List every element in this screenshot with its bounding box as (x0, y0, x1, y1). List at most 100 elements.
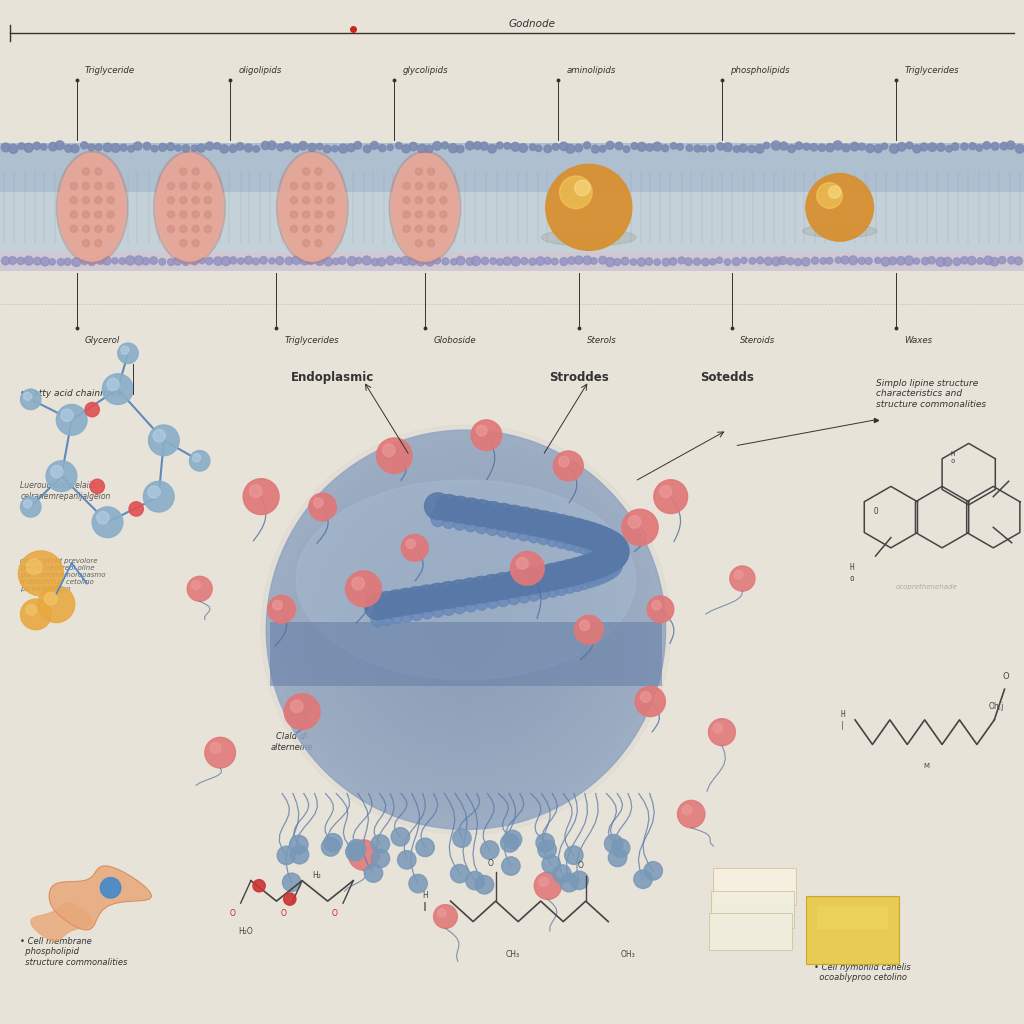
Circle shape (530, 565, 557, 592)
Circle shape (913, 258, 920, 264)
Circle shape (602, 537, 629, 563)
Circle shape (535, 872, 561, 899)
Circle shape (593, 528, 620, 555)
Circle shape (371, 141, 379, 150)
Circle shape (174, 257, 181, 265)
Text: M: M (924, 763, 930, 769)
Circle shape (882, 143, 888, 150)
Circle shape (81, 258, 88, 264)
Circle shape (290, 836, 308, 854)
Circle shape (221, 257, 230, 265)
Circle shape (764, 257, 772, 265)
Circle shape (644, 861, 663, 880)
Circle shape (26, 604, 37, 615)
Circle shape (406, 539, 416, 549)
Circle shape (402, 225, 410, 232)
Circle shape (425, 145, 433, 153)
Ellipse shape (570, 534, 585, 552)
Circle shape (906, 142, 913, 148)
Circle shape (46, 461, 77, 492)
Circle shape (237, 142, 244, 151)
Circle shape (199, 257, 205, 264)
Circle shape (56, 404, 87, 435)
Circle shape (204, 182, 211, 189)
Circle shape (858, 143, 865, 151)
Circle shape (393, 589, 420, 615)
Circle shape (820, 258, 826, 264)
Circle shape (283, 873, 301, 892)
Circle shape (187, 577, 212, 601)
Circle shape (544, 257, 551, 264)
Circle shape (596, 546, 623, 572)
Circle shape (353, 845, 365, 856)
Circle shape (961, 143, 968, 151)
Text: Globoside: Globoside (433, 336, 476, 345)
Circle shape (20, 599, 51, 630)
Ellipse shape (602, 546, 616, 564)
Circle shape (640, 691, 651, 702)
Circle shape (33, 142, 41, 150)
Circle shape (204, 225, 211, 232)
Ellipse shape (562, 575, 577, 594)
Circle shape (897, 257, 905, 265)
Text: OH₃: OH₃ (621, 950, 635, 959)
Text: O: O (229, 909, 236, 919)
FancyBboxPatch shape (817, 906, 888, 929)
Circle shape (897, 142, 906, 152)
Circle shape (250, 485, 262, 498)
Circle shape (94, 168, 102, 175)
Circle shape (553, 865, 571, 884)
Circle shape (849, 256, 857, 265)
Circle shape (466, 258, 473, 265)
Circle shape (428, 197, 434, 204)
Circle shape (662, 144, 669, 152)
Circle shape (416, 240, 422, 247)
Circle shape (214, 257, 222, 265)
Text: H
o: H o (950, 451, 954, 464)
Ellipse shape (608, 555, 623, 573)
Circle shape (401, 144, 411, 153)
Circle shape (17, 257, 25, 264)
Circle shape (106, 182, 115, 189)
Circle shape (540, 513, 566, 540)
Circle shape (338, 257, 346, 264)
Circle shape (678, 257, 685, 264)
Ellipse shape (608, 552, 623, 570)
Circle shape (1015, 257, 1023, 265)
Circle shape (154, 430, 166, 442)
Circle shape (284, 893, 296, 905)
Circle shape (433, 904, 458, 929)
Circle shape (511, 569, 538, 596)
Circle shape (425, 584, 452, 610)
Circle shape (646, 144, 653, 152)
Text: cocehterofd prevolore
perufd cecnreol oline
pomnimonolmoreoasmo
fridiourinhor ce: cocehterofd prevolore perufd cecnreol ol… (20, 558, 105, 592)
Circle shape (592, 145, 599, 153)
Text: glycolipids: glycolipids (402, 66, 449, 75)
Circle shape (489, 504, 516, 530)
Circle shape (365, 593, 391, 620)
Circle shape (112, 258, 118, 264)
Circle shape (346, 843, 365, 861)
Circle shape (34, 257, 41, 265)
Circle shape (437, 908, 446, 918)
Circle shape (659, 485, 672, 498)
Circle shape (663, 258, 670, 266)
Circle shape (182, 144, 189, 153)
Circle shape (286, 257, 293, 264)
Text: H₂O: H₂O (239, 927, 253, 936)
Circle shape (694, 145, 701, 153)
Ellipse shape (496, 588, 510, 606)
Circle shape (802, 258, 810, 266)
Circle shape (120, 144, 127, 152)
Circle shape (328, 182, 334, 189)
Circle shape (678, 801, 705, 827)
Circle shape (180, 182, 186, 189)
Circle shape (479, 502, 506, 528)
Circle shape (583, 524, 609, 551)
Circle shape (540, 563, 566, 590)
Circle shape (315, 168, 322, 175)
Circle shape (637, 258, 645, 266)
Ellipse shape (453, 512, 467, 530)
Circle shape (685, 258, 692, 265)
Circle shape (548, 515, 574, 542)
